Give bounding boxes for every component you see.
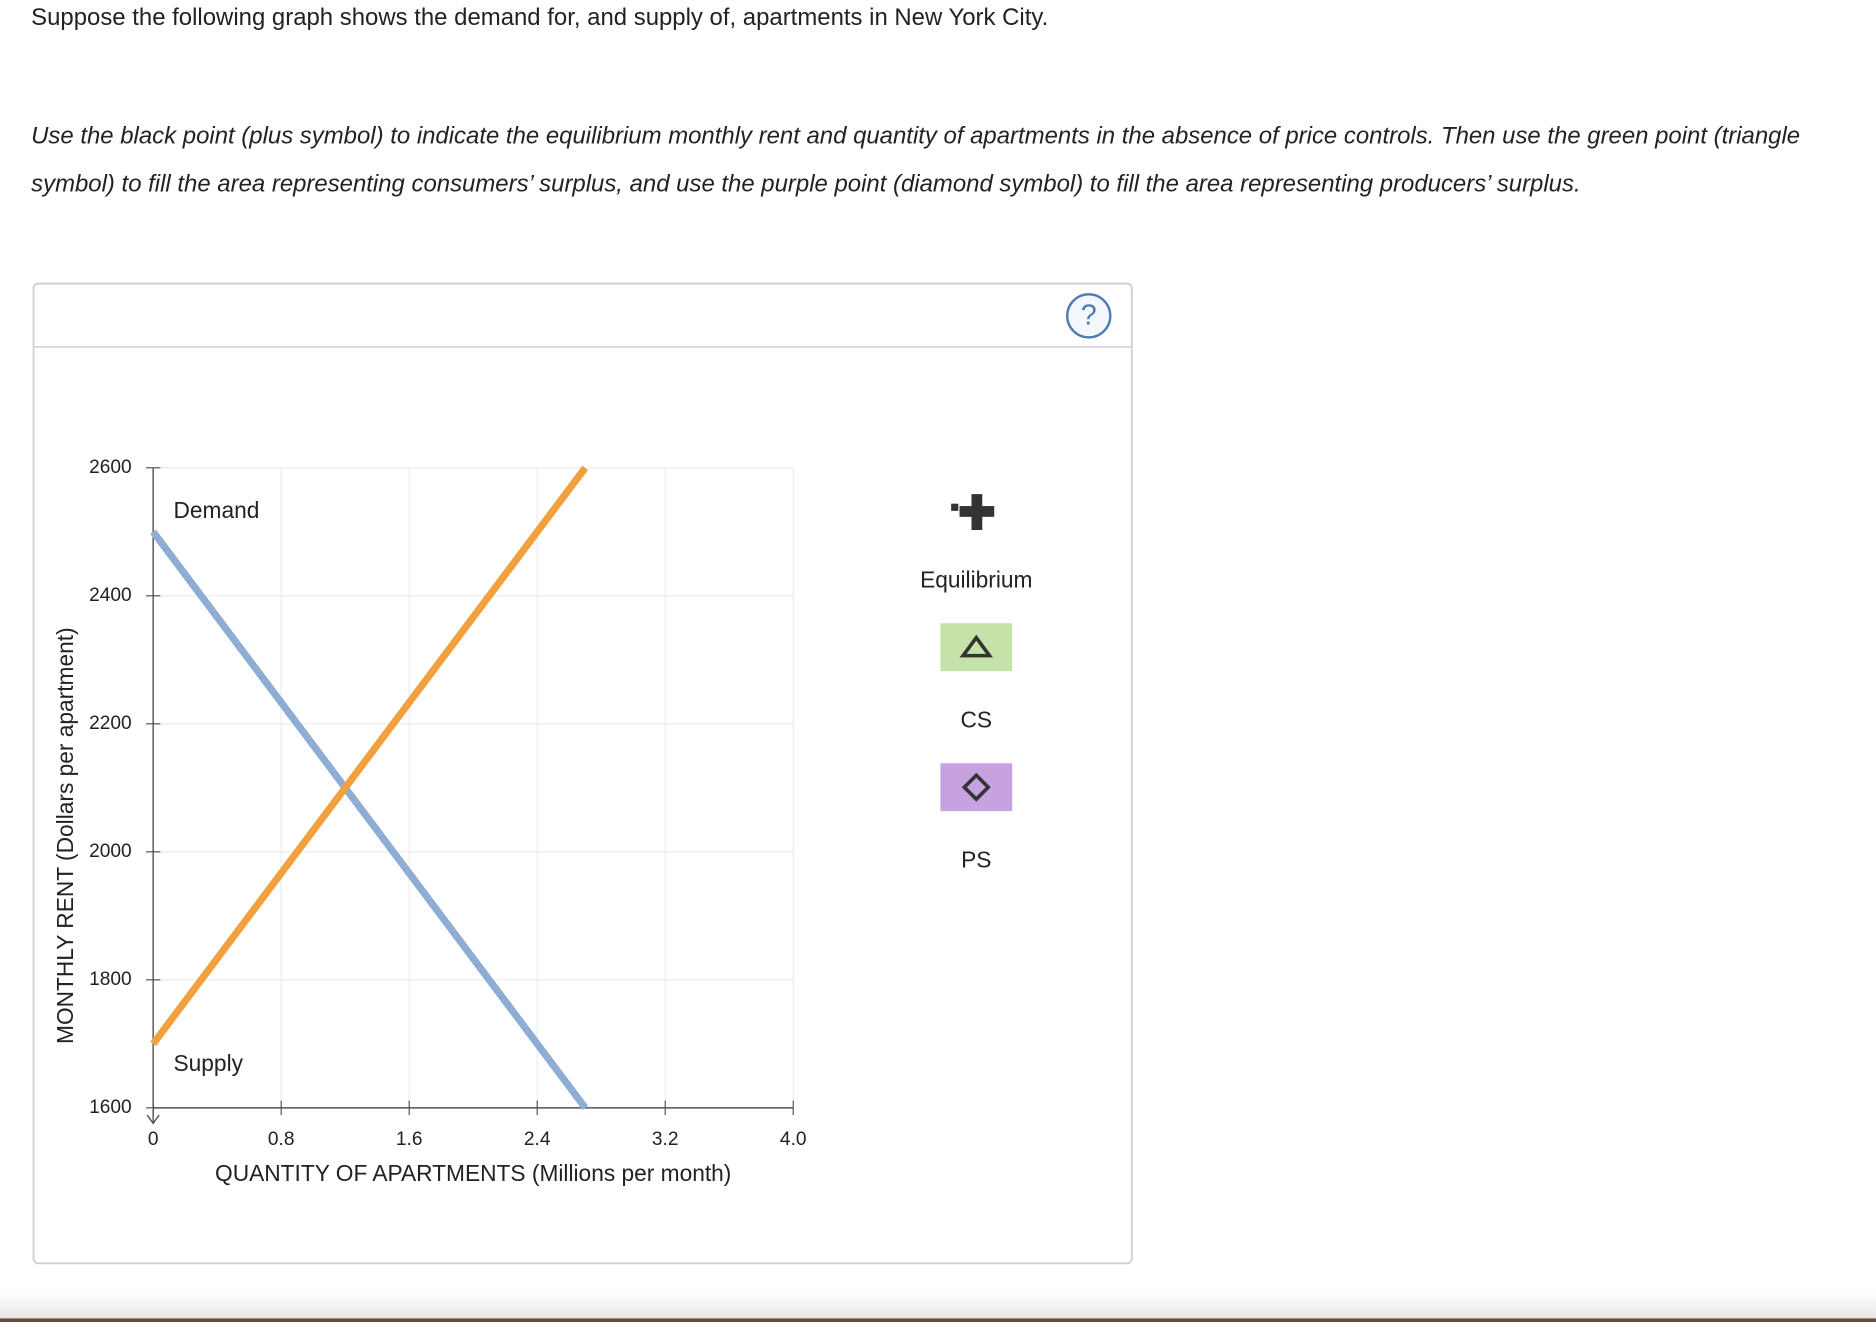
instructions-box: Use the black point (plus symbol) to ind… xyxy=(31,123,1801,198)
plus-dot[interactable] xyxy=(951,503,959,511)
x-tick-label: 0 xyxy=(148,1129,159,1150)
x-tick-label: 2.4 xyxy=(524,1129,551,1150)
y-axis-arrow xyxy=(146,1114,160,1125)
instructions: Use the black point (plus symbol) to ind… xyxy=(31,123,1801,198)
tool-cs[interactable] xyxy=(940,623,1013,672)
x-tick-label: 3.2 xyxy=(652,1129,679,1150)
x-tick-label: 4.0 xyxy=(780,1129,807,1150)
y-tick-label: 1600 xyxy=(89,1097,132,1118)
tool-equilibrium[interactable] xyxy=(951,494,995,530)
x-tick-label: 0.8 xyxy=(268,1129,295,1150)
tool-ps[interactable] xyxy=(940,763,1013,812)
footer-edge xyxy=(0,1318,1876,1322)
tool-label: PS xyxy=(961,846,991,872)
y-tick-label: 2200 xyxy=(89,713,132,734)
graph-panel xyxy=(32,282,1133,1265)
diamond-icon[interactable] xyxy=(961,772,991,802)
series-line xyxy=(150,529,589,1111)
y-axis-title: MONTHLY RENT (Dollars per apartment) xyxy=(52,627,78,1044)
plus-dot[interactable] xyxy=(972,522,980,530)
plot: 0 0.8 1.6 2.4 3.2 4.0 1600 1800 2000 2200 2400 2600… xyxy=(52,457,806,1186)
x-axis-title: QUANTITY OF APARTMENTS (Millions per mon… xyxy=(215,1160,731,1186)
series-label: Supply xyxy=(174,1050,244,1076)
x-tick-label: 1.6 xyxy=(396,1129,423,1150)
y-tick-label: 1800 xyxy=(89,969,132,990)
tool-label: CS xyxy=(961,706,993,732)
triangle-icon[interactable] xyxy=(959,634,993,658)
tool-label: Equilibrium xyxy=(920,566,1032,592)
help-icon[interactable]: ? xyxy=(1081,300,1097,332)
ps-swatch[interactable] xyxy=(940,763,1013,812)
y-tick-label: 2600 xyxy=(89,457,132,478)
help-button[interactable]: ? xyxy=(1066,293,1112,339)
y-tick-label: 2400 xyxy=(89,585,132,606)
prompt: Suppose the following graph shows the de… xyxy=(31,4,1049,32)
prompt-box: Suppose the following graph shows the de… xyxy=(31,4,1049,32)
series-label: Demand xyxy=(174,497,260,523)
plus-h[interactable] xyxy=(959,506,995,517)
cs-swatch[interactable] xyxy=(940,623,1013,672)
y-tick-label: 2000 xyxy=(89,841,132,862)
footer-bar xyxy=(0,1292,1876,1319)
series-line xyxy=(150,465,589,1046)
help-circle[interactable] xyxy=(1066,293,1112,339)
